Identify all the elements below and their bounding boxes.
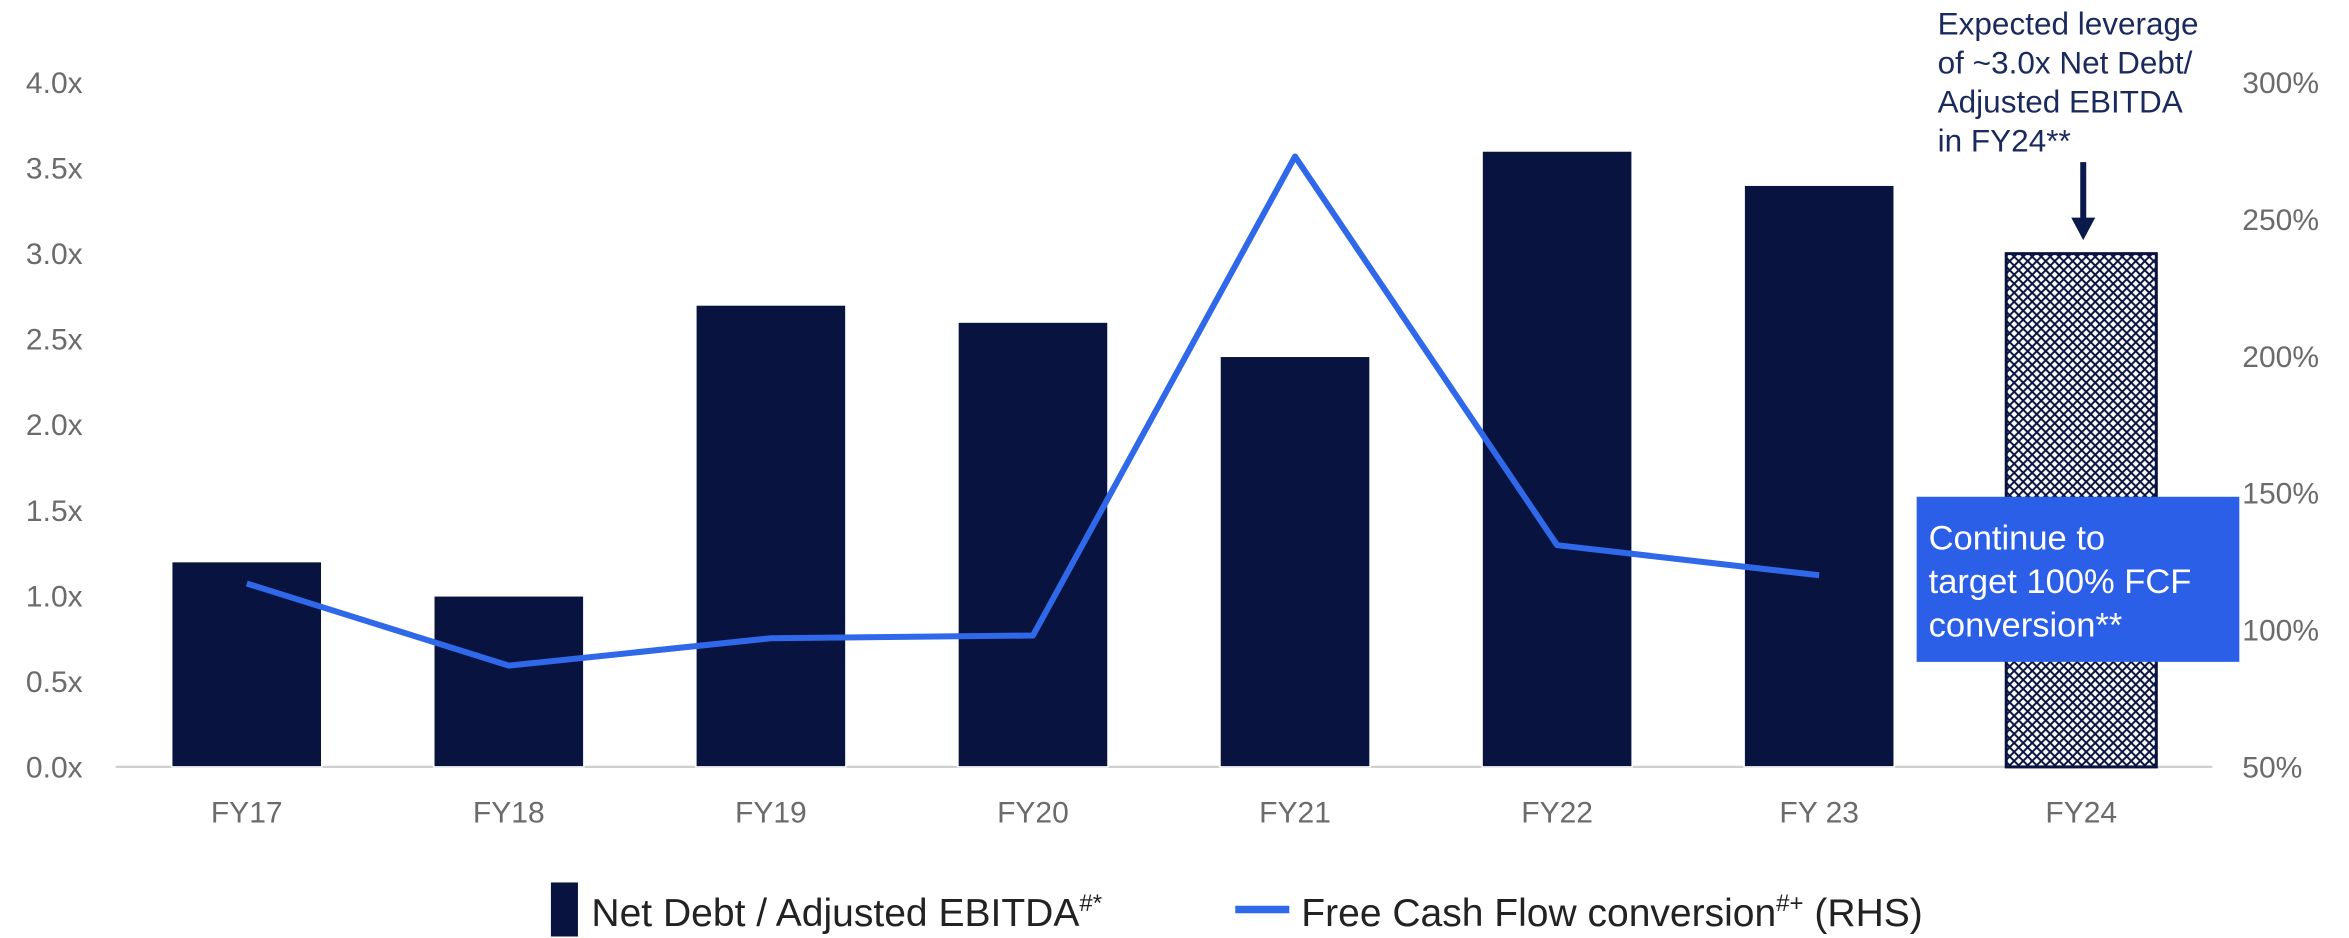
annotation-text: in FY24** [1938,123,2071,159]
x-tick-label: FY 23 [1779,796,1859,829]
annotation-text: target 100% FCF [1929,563,2192,601]
y-tick-label: 0.0x [26,751,83,784]
y2-tick-label: 200% [2242,341,2319,374]
y2-tick-label: 250% [2242,204,2319,237]
legend-name: Free Cash Flow conversion [1301,892,1776,935]
y-tick-label: 3.5x [26,153,83,186]
line [245,153,1820,669]
x-tick-label: FY18 [473,796,545,829]
y2-tick-label: 100% [2242,615,2319,648]
x-tick-label: FY19 [735,796,807,829]
legend-sup: #* [1079,890,1102,917]
y2-tick-label: 150% [2242,478,2319,511]
annotation-text: Adjusted EBITDA [1938,84,2183,120]
annotation-text: Continue to [1929,519,2105,557]
x-tick-label: FY22 [1521,796,1593,829]
y-tick-label: 2.0x [26,409,83,442]
y-tick-label: 4.0x [26,67,83,100]
bar [1219,355,1371,768]
x-tick-label: FY20 [997,796,1069,829]
x-tick-label: FY21 [1259,796,1331,829]
legend-name: Net Debt / Adjusted EBITDA [591,892,1079,935]
y-tick-label: 3.0x [26,238,83,271]
x-tick-label: FY24 [2045,796,2117,829]
annotation-box [1916,496,2240,662]
annotation-arrowhead [2071,217,2096,241]
y-tick-label: 2.5x [26,324,83,357]
x-tick-label: FY17 [211,796,283,829]
y2-tick-label: 50% [2242,751,2302,784]
legend-label: Free Cash Flow conversion#+ (RHS) [1301,890,1922,935]
annotation-text: Expected leverage [1938,6,2199,42]
y-tick-label: 1.5x [26,495,83,528]
legend-sup: #+ [1776,890,1803,917]
bar [1743,184,1895,768]
y-tick-label: 0.5x [26,666,83,699]
y-tick-label: 1.0x [26,580,83,613]
bar [433,595,585,768]
annotation-text: of ~3.0x Net Debt/ [1938,45,2193,81]
bar [170,560,323,768]
bar [695,304,847,768]
y2-tick-label: 300% [2242,67,2319,100]
bar [1481,150,1633,768]
legend-suffix: (RHS) [1804,892,1923,935]
legend-swatch [550,882,578,937]
legend-label: Net Debt / Adjusted EBITDA#* [591,890,1102,935]
annotation-text: conversion** [1929,606,2123,644]
